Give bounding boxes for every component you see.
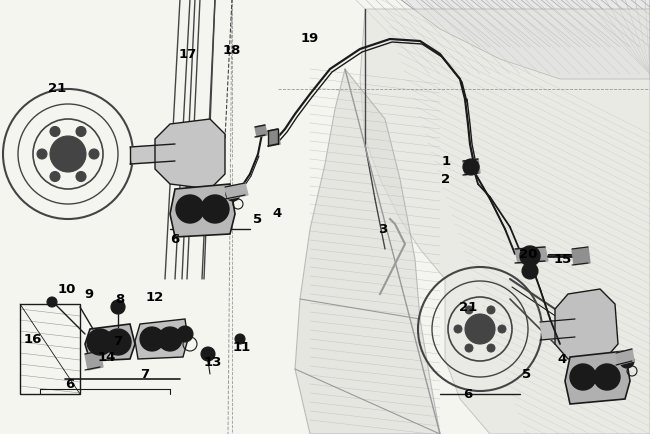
Circle shape (522, 263, 538, 279)
Circle shape (235, 334, 245, 344)
Circle shape (525, 251, 535, 261)
Polygon shape (295, 70, 440, 434)
Polygon shape (85, 324, 135, 361)
Polygon shape (463, 160, 480, 176)
Polygon shape (616, 349, 634, 365)
Text: 11: 11 (233, 341, 251, 354)
Polygon shape (130, 145, 178, 164)
Text: 21: 21 (48, 81, 66, 94)
Circle shape (50, 137, 86, 173)
Circle shape (50, 172, 60, 182)
Circle shape (47, 297, 57, 307)
Circle shape (465, 344, 473, 352)
Text: 5: 5 (523, 368, 532, 381)
Circle shape (226, 187, 240, 201)
Circle shape (76, 127, 86, 137)
Text: 8: 8 (116, 293, 125, 306)
Circle shape (498, 325, 506, 333)
Circle shape (201, 196, 229, 224)
Circle shape (177, 326, 193, 342)
Text: 7: 7 (140, 368, 150, 381)
Circle shape (50, 127, 60, 137)
Polygon shape (170, 184, 235, 237)
Polygon shape (135, 319, 188, 359)
Circle shape (463, 160, 479, 176)
Polygon shape (515, 247, 548, 263)
Text: 6: 6 (463, 388, 473, 401)
Circle shape (111, 300, 125, 314)
Polygon shape (155, 120, 225, 190)
Text: 1: 1 (441, 155, 450, 168)
Circle shape (89, 150, 99, 160)
Text: 4: 4 (558, 353, 567, 366)
Text: 3: 3 (378, 223, 387, 236)
Circle shape (570, 364, 596, 390)
Circle shape (76, 172, 86, 182)
Circle shape (520, 247, 540, 266)
Text: 12: 12 (146, 291, 164, 304)
Text: 13: 13 (204, 356, 222, 368)
Text: 16: 16 (24, 333, 42, 346)
Text: 17: 17 (179, 48, 197, 61)
Circle shape (620, 354, 634, 368)
Text: 4: 4 (272, 207, 281, 220)
Text: 18: 18 (223, 43, 241, 56)
Polygon shape (268, 130, 280, 147)
Circle shape (105, 329, 131, 355)
Text: 20: 20 (519, 248, 537, 261)
Circle shape (201, 347, 215, 361)
Circle shape (37, 150, 47, 160)
Polygon shape (565, 351, 630, 404)
Text: 15: 15 (554, 253, 572, 266)
Circle shape (594, 364, 620, 390)
Polygon shape (85, 351, 103, 370)
Circle shape (176, 196, 204, 224)
Circle shape (487, 306, 495, 314)
Polygon shape (360, 10, 650, 434)
Text: 19: 19 (301, 31, 319, 44)
Text: 6: 6 (66, 378, 75, 391)
Polygon shape (555, 289, 618, 359)
Circle shape (87, 329, 113, 355)
Polygon shape (255, 126, 267, 138)
Circle shape (487, 344, 495, 352)
Circle shape (465, 306, 473, 314)
Text: 10: 10 (58, 283, 76, 296)
Text: 7: 7 (114, 335, 123, 348)
Text: 9: 9 (84, 288, 94, 301)
Text: 6: 6 (170, 233, 179, 246)
Text: 14: 14 (98, 351, 116, 364)
Circle shape (454, 325, 462, 333)
Polygon shape (225, 184, 248, 200)
Polygon shape (400, 0, 650, 80)
Text: 5: 5 (254, 213, 263, 226)
Text: 21: 21 (459, 301, 477, 314)
Polygon shape (572, 247, 590, 265)
Text: 2: 2 (441, 173, 450, 186)
Circle shape (465, 314, 495, 344)
Circle shape (140, 327, 164, 351)
Circle shape (158, 327, 182, 351)
Polygon shape (540, 319, 578, 340)
